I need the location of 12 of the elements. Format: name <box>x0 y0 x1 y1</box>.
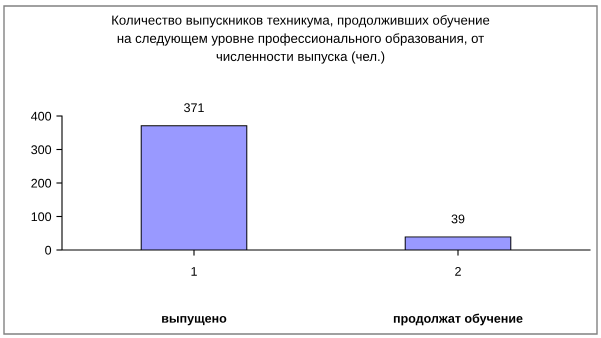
y-tick-label: 100 <box>32 212 52 222</box>
data-label: 371 <box>184 103 204 112</box>
y-tick-label: 200 <box>31 178 52 188</box>
text: выпущено <box>162 316 226 326</box>
y-tick-label: 300 <box>31 145 52 154</box>
data-label: 39 <box>452 214 464 224</box>
text: продолжат обучение <box>394 314 523 326</box>
y-tick-label: 400 <box>31 112 52 121</box>
x-tick-label: 2 <box>455 266 461 276</box>
x-tick-label: 1 <box>191 267 197 276</box>
chart-title: Количество выпускников техникума, продолживших обучение на следующем уровне профессионального образования, от численности выпуска (чел.) <box>112 15 490 64</box>
y-tick-label: 0 <box>45 246 52 255</box>
